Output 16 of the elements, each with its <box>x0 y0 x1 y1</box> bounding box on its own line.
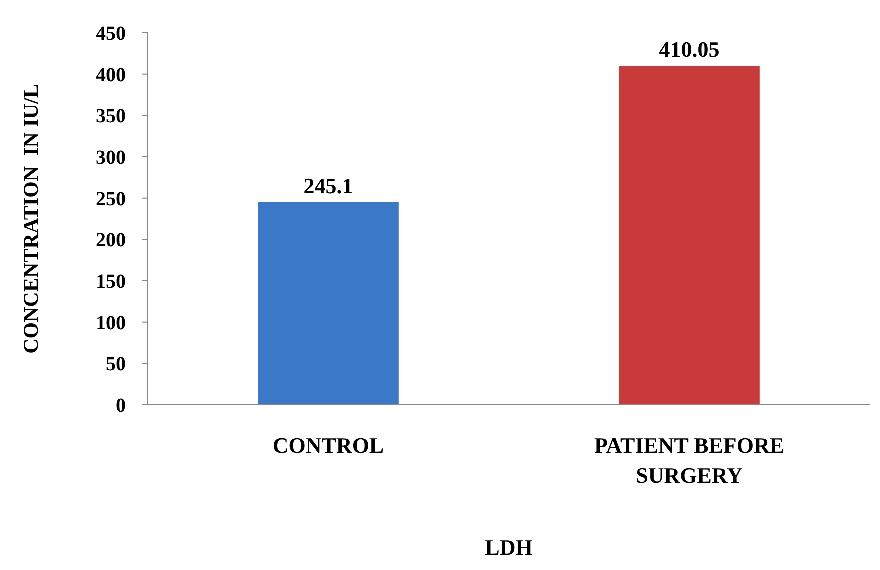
y-tick-label: 50 <box>106 354 126 376</box>
y-tick-label: 250 <box>96 188 126 210</box>
y-axis-title: CONCENTRATION IN IU/L <box>19 84 43 354</box>
y-tick-label: 200 <box>96 230 126 252</box>
y-tick-label: 0 <box>116 395 126 417</box>
data-label: 410.05 <box>659 37 720 62</box>
x-tick-label: PATIENT BEFORE SURGERY <box>594 433 785 488</box>
y-tick-label: 150 <box>96 271 126 293</box>
y-tick-label: 400 <box>96 64 126 86</box>
y-tick-label: 350 <box>96 106 126 128</box>
y-tick-label: 300 <box>96 147 126 169</box>
x-tick-label: CONTROL <box>272 433 384 458</box>
x-axis-title: LDH <box>485 535 533 560</box>
y-tick-label: 450 <box>96 23 126 45</box>
data-label: 245.1 <box>304 173 354 198</box>
y-tick-label: 100 <box>96 312 126 334</box>
